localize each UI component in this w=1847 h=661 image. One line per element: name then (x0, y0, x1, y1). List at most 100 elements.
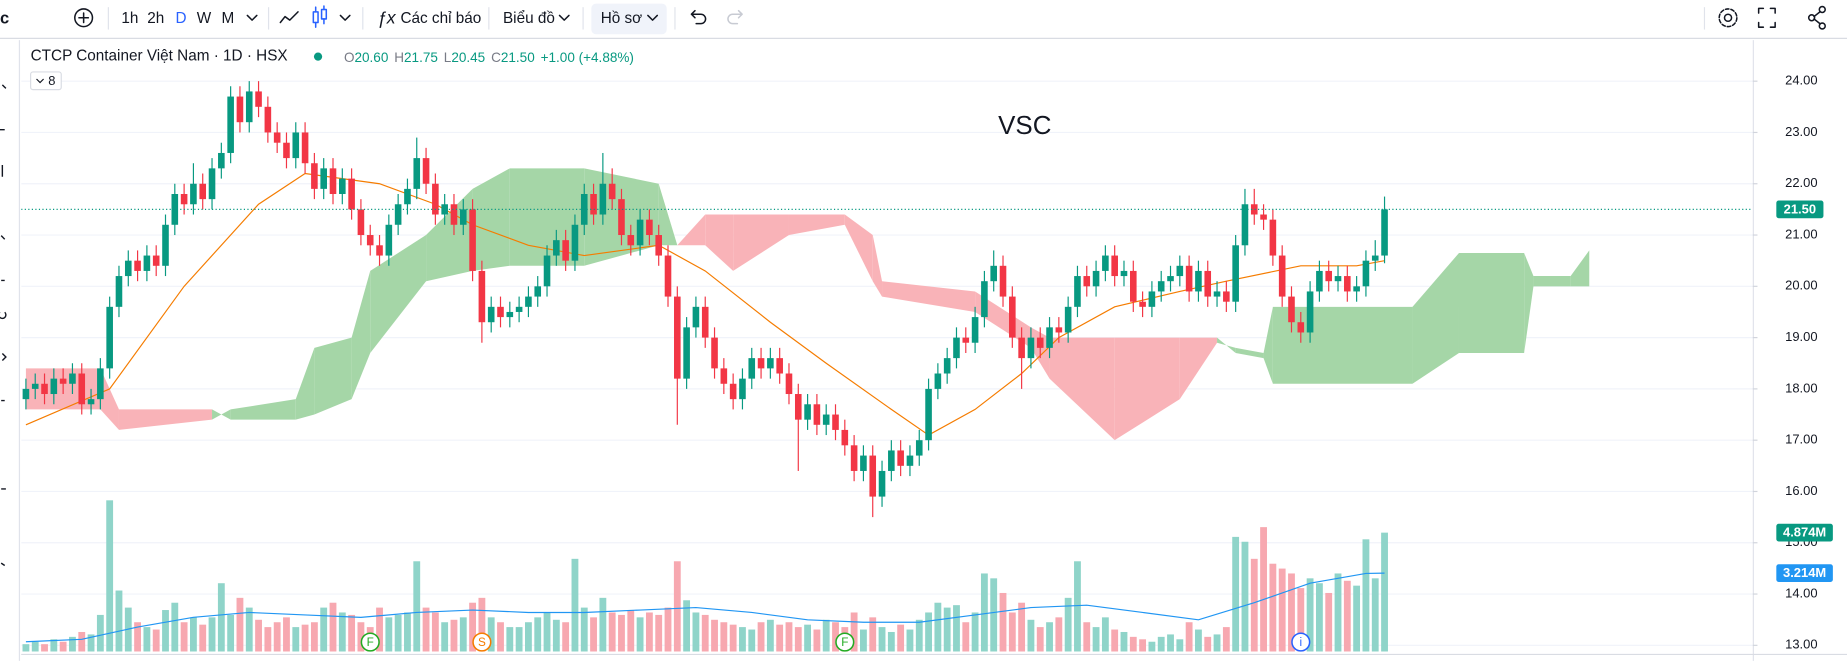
volume-bar (273, 622, 281, 652)
interval[interactable]: 2h (147, 10, 164, 27)
candle-body (1167, 276, 1174, 282)
volume-label: 3.214M (1783, 565, 1826, 580)
volume-bar (69, 636, 76, 652)
candle-body (897, 450, 904, 466)
candle-body (1102, 255, 1109, 271)
candle-body (1074, 276, 1081, 307)
symbol-label: VSC (998, 112, 1051, 140)
candle-body (655, 235, 662, 256)
candle-body (608, 183, 616, 200)
candle-body (1297, 322, 1305, 333)
cloud-segment (1114, 337, 1180, 441)
legend-title: CTCP Container Việt Nam · 1D · HSX (31, 48, 288, 65)
candle-body (171, 194, 179, 225)
y-tick-label: 19.00 (1785, 329, 1817, 344)
candle-body (478, 270, 486, 323)
candle-body (571, 224, 579, 261)
candle-body (245, 91, 253, 123)
interval[interactable]: 1h (121, 10, 138, 27)
volume-bar (1018, 602, 1026, 652)
candle-body (459, 209, 467, 225)
candle-body (59, 378, 67, 384)
indicators-button[interactable]: Các chỉ báo (400, 10, 481, 27)
candle-body (599, 183, 607, 215)
volume-bar (543, 612, 551, 652)
candle-style[interactable] (312, 5, 328, 28)
legend-value: 20.45 (451, 49, 485, 64)
indicators-icon[interactable]: ƒx (377, 8, 397, 28)
chart-menu-caret[interactable] (558, 14, 570, 21)
fullscreen[interactable] (1757, 7, 1776, 28)
chart-menu[interactable]: Biểu đồ (503, 10, 555, 27)
volume-bar (506, 627, 514, 652)
candle-body (339, 178, 346, 195)
volume-bar (320, 607, 328, 652)
candle-body (711, 337, 718, 369)
redo[interactable] (727, 9, 743, 25)
volume-bar (850, 612, 858, 652)
profile-menu[interactable]: Hồ sơ (601, 10, 642, 27)
last-price-label: 21.50 (1784, 201, 1816, 216)
add-symbol[interactable] (74, 8, 94, 28)
candle-body (729, 383, 737, 400)
legend-values: O20.60 H21.75 L20.45 C21.50 +1.00 (+4.88%) (344, 49, 634, 64)
y-tick-label: 21.00 (1785, 226, 1817, 241)
candle-body (1036, 337, 1044, 348)
volume-bar (1157, 636, 1165, 652)
settings[interactable] (1718, 8, 1738, 28)
candle-body (1055, 327, 1063, 333)
indicators-toggle[interactable] (30, 71, 62, 91)
style-menu[interactable] (339, 14, 351, 21)
undo[interactable] (690, 9, 707, 25)
candle-body (441, 204, 448, 215)
candle-body (487, 306, 495, 323)
volume-bar (1129, 636, 1137, 652)
volume-bar (878, 627, 886, 652)
volume-bar (1055, 617, 1063, 652)
candle-body (320, 168, 327, 189)
volume-bar (1325, 592, 1333, 652)
volume-bar (757, 622, 765, 652)
volume-bar (1111, 629, 1119, 652)
volume-bar (1185, 622, 1193, 652)
candle-body (1362, 260, 1370, 287)
candle-body (143, 255, 151, 271)
volume-bar (1269, 563, 1277, 652)
legend-label: C (491, 49, 501, 64)
volume-bar (348, 614, 356, 652)
volume-bar (469, 602, 477, 652)
interval-menu[interactable] (246, 14, 258, 21)
cloud-segment (370, 235, 427, 353)
volume-bar (776, 624, 784, 652)
candle-body (1325, 270, 1333, 282)
volume-bar (31, 641, 39, 652)
volume-bar (1232, 536, 1240, 652)
volume-bar (376, 607, 383, 652)
volume-bar (794, 627, 802, 652)
profile-caret[interactable] (647, 14, 659, 21)
line-style[interactable] (279, 11, 299, 24)
volume-bar (1148, 641, 1156, 652)
volume-bar (683, 600, 691, 652)
candle-body (348, 178, 355, 210)
candle-body (915, 440, 923, 456)
candle-body (190, 183, 197, 205)
volume-bar (1315, 583, 1323, 652)
interval[interactable]: W (197, 10, 212, 27)
volume-bar (525, 622, 532, 652)
volume-bar (999, 592, 1007, 652)
volume-bar (832, 622, 839, 652)
volume-bar (599, 597, 607, 652)
interval[interactable]: D (176, 10, 187, 27)
volume-bar (41, 644, 48, 652)
share[interactable] (1807, 5, 1826, 30)
volume-bar (1064, 597, 1072, 652)
interval[interactable]: M (221, 10, 234, 27)
tool-icons (0, 84, 7, 567)
candle-body (832, 414, 839, 430)
candle-body (534, 286, 542, 297)
cloud-segment (1524, 252, 1534, 353)
candle-body (981, 281, 988, 318)
volume-bar (357, 622, 365, 652)
